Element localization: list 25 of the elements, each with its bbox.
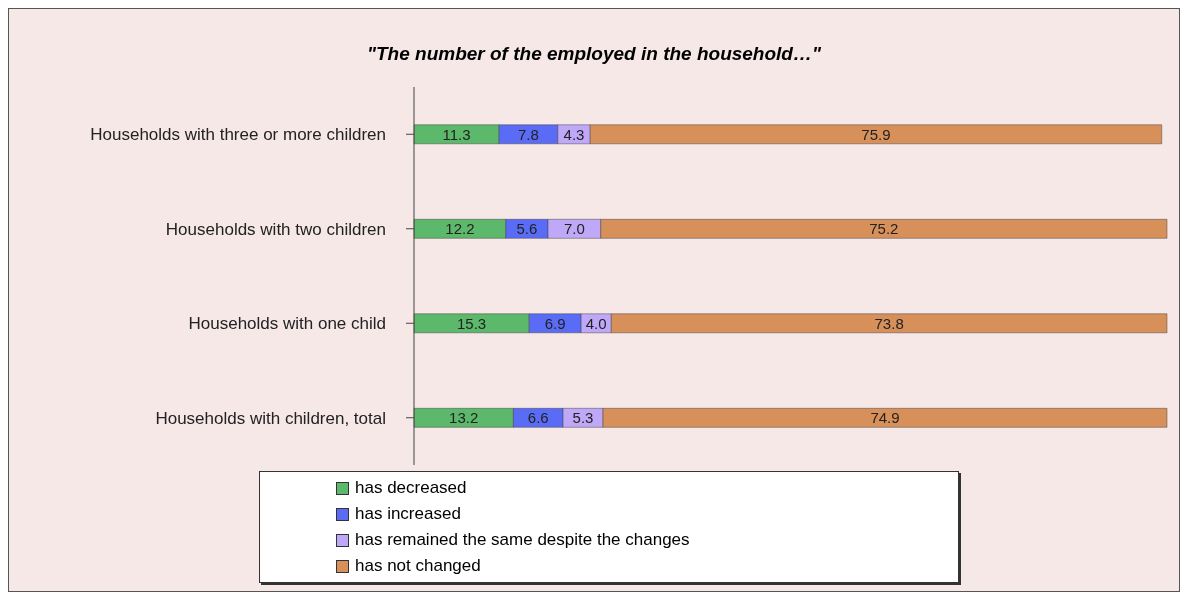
data-label: 74.9 (870, 409, 900, 427)
chart-title: "The number of the employed in the household…" (366, 43, 822, 65)
data-label: 6.9 (544, 314, 566, 332)
y-tick-label: Households with one child (188, 314, 386, 334)
data-label: 15.3 (457, 314, 487, 332)
data-label: 4.0 (585, 314, 607, 332)
y-tick-label: Households with three or more children (90, 125, 386, 145)
legend-label: has decreased (355, 478, 467, 498)
data-label: 5.6 (516, 220, 538, 238)
legend-label: has remained the same despite the changes (355, 530, 690, 550)
legend-label: has not changed (355, 556, 481, 576)
data-label: 11.3 (442, 125, 471, 143)
data-label: 73.8 (874, 314, 904, 332)
data-label: 7.0 (563, 220, 585, 238)
legend-label: has increased (355, 504, 461, 524)
data-label: 6.6 (527, 409, 549, 427)
data-label: 75.9 (861, 125, 891, 143)
y-tick-label: Households with two children (165, 219, 386, 239)
data-label: 75.2 (869, 220, 899, 238)
data-label: 13.2 (449, 409, 479, 427)
y-tick-label: Households with children, total (155, 408, 386, 428)
data-label: 7.8 (518, 125, 539, 143)
data-label: 12.2 (445, 220, 475, 238)
data-label: 5.3 (572, 409, 594, 427)
data-label: 4.3 (563, 125, 585, 143)
